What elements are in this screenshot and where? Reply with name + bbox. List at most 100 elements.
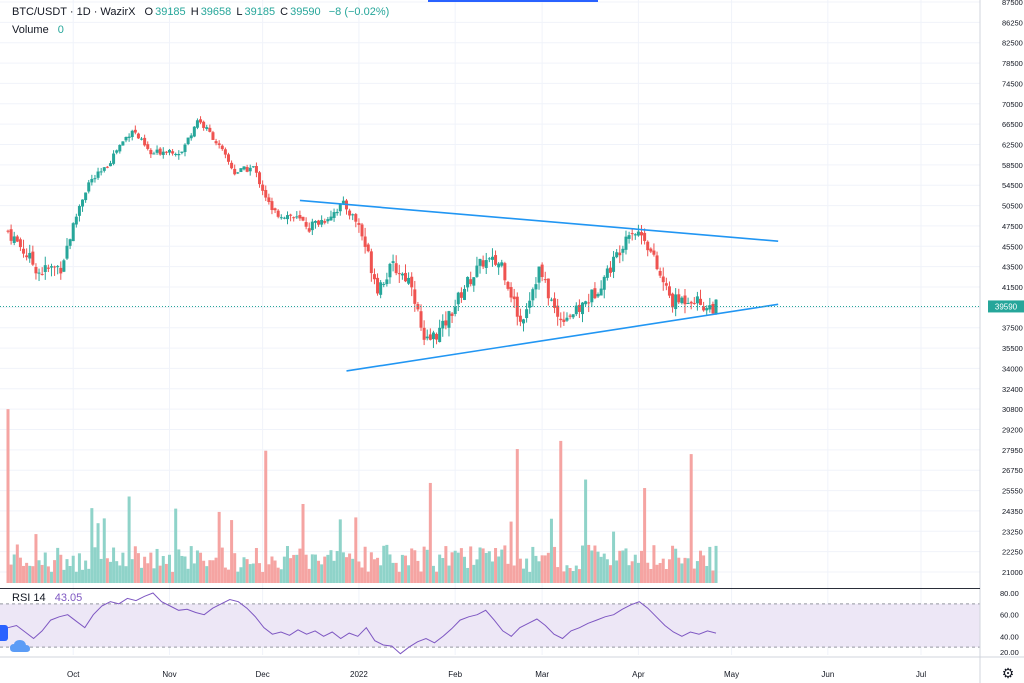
candle-body	[276, 210, 280, 217]
volume-bar	[304, 554, 308, 583]
volume-bar	[81, 569, 85, 583]
candle-body	[152, 153, 156, 155]
volume-bar	[9, 564, 13, 583]
volume-bar	[462, 556, 466, 583]
volume-bar	[487, 551, 491, 583]
volume-bar	[46, 566, 50, 583]
candle-body	[577, 304, 581, 312]
candle-body	[317, 220, 321, 225]
candle-body	[677, 294, 681, 303]
gear-icon[interactable]: ⚙	[1001, 665, 1015, 681]
volume-bar	[298, 548, 302, 583]
candle-body	[553, 298, 557, 308]
volume-bar	[118, 565, 122, 583]
candle-body	[248, 167, 252, 172]
volume-bar	[140, 567, 144, 583]
volume-bar	[407, 565, 411, 583]
volume-bar	[261, 571, 265, 583]
volume-bar	[655, 564, 659, 583]
volume-bar	[497, 556, 501, 583]
volume-bar	[385, 544, 389, 583]
volume-bar	[329, 550, 333, 583]
volume-bar	[537, 561, 541, 583]
volume-bar	[379, 565, 383, 583]
candle-body	[459, 292, 463, 298]
candle-body	[531, 289, 535, 301]
candle-body	[214, 141, 218, 144]
candle-body	[695, 296, 699, 304]
candle-body	[627, 235, 631, 239]
rsi-tick-label: 40.00	[1000, 632, 1019, 641]
candle-body	[671, 293, 675, 308]
candle-body	[422, 327, 426, 340]
volume-bar	[155, 548, 159, 583]
volume-bar	[158, 565, 162, 583]
volume-bar	[621, 550, 625, 583]
y-tick-label: 37500	[1002, 324, 1023, 333]
volume-bar	[102, 518, 106, 583]
volume-bar	[413, 550, 417, 583]
candle-body	[40, 273, 44, 275]
volume-bar	[608, 565, 612, 583]
candle-body	[180, 151, 184, 153]
candle-body	[12, 236, 16, 243]
candle-body	[379, 282, 383, 295]
y-tick-label: 86250	[1002, 18, 1023, 27]
candle-body	[410, 276, 414, 288]
candle-body	[372, 274, 376, 280]
candle-body	[99, 171, 103, 173]
candle-body	[549, 299, 553, 301]
candle-body	[326, 219, 330, 222]
volume-label[interactable]: Volume	[12, 24, 49, 36]
volume-bar	[587, 544, 591, 583]
volume-bar	[506, 563, 510, 583]
volume-bar	[435, 571, 439, 583]
volume-bar	[220, 547, 224, 583]
y-tick-label: 23250	[1002, 527, 1023, 536]
symbol-label[interactable]: BTC/USDT · 1D · WazirX	[12, 6, 136, 18]
volume-bar	[602, 553, 606, 583]
volume-bar	[522, 568, 526, 583]
candle-body	[202, 121, 206, 128]
volume-bar	[112, 547, 116, 583]
volume-bar	[394, 562, 398, 583]
candle-body	[503, 263, 507, 281]
volume-bar	[124, 566, 128, 583]
volume-bar	[382, 545, 386, 583]
rsi-label[interactable]: RSI 14	[12, 592, 46, 604]
candle-body	[605, 268, 609, 278]
y-tick-label: 82500	[1002, 39, 1023, 48]
candle-body	[338, 203, 342, 212]
candle-body	[9, 229, 13, 241]
volume-bar	[43, 552, 47, 583]
volume-bar	[18, 557, 22, 583]
y-tick-label: 78500	[1002, 59, 1023, 68]
pane-divider[interactable]	[0, 588, 980, 589]
candle-body	[335, 211, 339, 214]
volume-bar	[127, 496, 131, 583]
volume-bar	[180, 555, 184, 583]
candle-body	[484, 260, 488, 268]
candle-body	[136, 133, 140, 139]
volume-bar	[658, 563, 662, 583]
volume-bar	[307, 568, 311, 583]
candle-body	[264, 189, 268, 198]
candle-body	[84, 192, 88, 201]
volume-bar	[599, 556, 603, 583]
candle-body	[186, 137, 190, 145]
volume-bar	[689, 454, 693, 583]
candle-body	[130, 130, 134, 138]
candle-body	[239, 168, 243, 172]
volume-bar	[217, 511, 221, 583]
high-label: H	[190, 6, 199, 18]
candle-body	[230, 162, 234, 169]
candle-body	[267, 197, 271, 202]
volume-bar	[341, 552, 345, 583]
volume-bar	[708, 546, 712, 583]
collapse-pane-button[interactable]	[0, 625, 8, 641]
volume-bar	[202, 560, 206, 583]
candle-body	[556, 305, 560, 317]
volume-bar	[208, 560, 212, 583]
